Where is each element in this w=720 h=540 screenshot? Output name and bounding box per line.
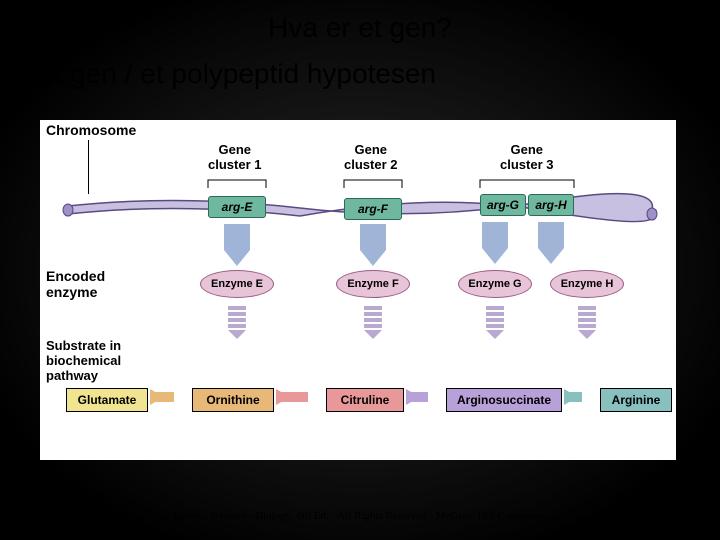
gene-arg-e: arg-E (208, 196, 266, 218)
substrate-arginine: Arginine (600, 388, 672, 412)
enzyme-f: Enzyme F (336, 270, 410, 298)
down-arrow-1 (224, 224, 250, 266)
encoded-enzyme-label: Encoded enzyme (46, 268, 105, 300)
dash-arrow-3 (486, 306, 504, 339)
gene-arg-g: arg-G (480, 194, 526, 216)
cluster-label-3: Gene cluster 3 (500, 142, 553, 172)
h-arrow-4 (564, 392, 582, 402)
h-arrow-3 (406, 392, 428, 402)
gene-arg-f: arg-F (344, 198, 402, 220)
h-arrow-2 (276, 392, 308, 402)
enzyme-e: Enzyme E (200, 270, 274, 298)
chromosome-label: Chromosome (46, 122, 136, 138)
enzyme-h: Enzyme H (550, 270, 624, 298)
substrate-ornithine: Ornithine (192, 388, 274, 412)
h-arrow-1 (150, 392, 174, 402)
dash-arrow-2 (364, 306, 382, 339)
credit-text: Raven - Johnson - Biology: 6th Ed. - All… (0, 510, 720, 522)
down-arrow-3 (482, 222, 508, 248)
cluster-label-2: Gene cluster 2 (344, 142, 397, 172)
dash-arrow-1 (228, 306, 246, 339)
substrate-citruline: Citruline (326, 388, 404, 412)
cluster-label-1: Gene cluster 1 (208, 142, 261, 172)
diagram-panel: Chromosome Gene cluster 1 Gene cluster 2… (40, 120, 676, 460)
page-subtitle: Et gen / et polypeptid hypotesen (0, 44, 720, 90)
down-arrow-2 (360, 224, 386, 250)
enzyme-g: Enzyme G (458, 270, 532, 298)
substrate-label: Substrate in biochemical pathway (46, 338, 121, 383)
gene-arg-h: arg-H (528, 194, 574, 216)
substrate-arginosuccinate: Arginosuccinate (446, 388, 562, 412)
substrate-glutamate: Glutamate (66, 388, 148, 412)
page-title: Hva er et gen? (0, 0, 720, 44)
down-arrow-4 (538, 222, 564, 248)
dash-arrow-4 (578, 306, 596, 339)
